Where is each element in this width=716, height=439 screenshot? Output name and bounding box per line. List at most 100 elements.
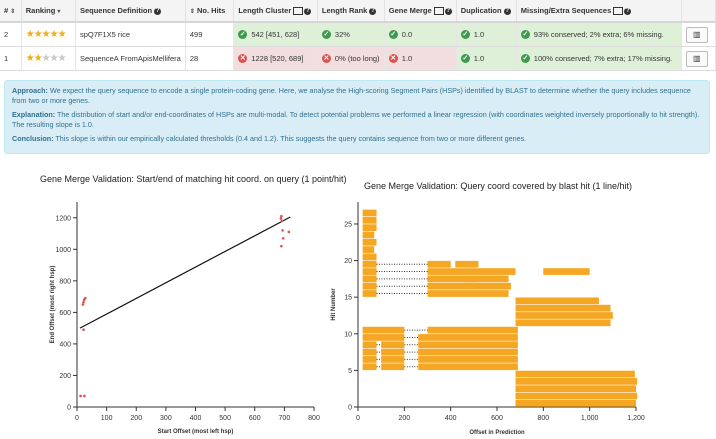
info-icon[interactable]: ?: [444, 7, 452, 15]
y-tick-label: 15: [344, 295, 352, 302]
x-tick-label: 0: [75, 415, 79, 422]
scatter-chart-title: Gene Merge Validation: Start/end of matc…: [40, 174, 347, 184]
col-header-num[interactable]: # ⇕: [0, 0, 22, 23]
hit-segment: [362, 216, 377, 224]
hit-segment: [362, 209, 377, 217]
x-tick-label: 800: [308, 415, 320, 422]
chart-icon[interactable]: [433, 7, 444, 15]
hit-segment: [543, 268, 590, 275]
hit-segment: [362, 348, 377, 356]
col-header-missing[interactable]: Missing/Extra Sequences ?: [516, 0, 682, 23]
hit-segment: [418, 348, 518, 356]
data-point: [83, 296, 87, 300]
length-rank-cell[interactable]: ✕ 0% (too long): [317, 46, 385, 71]
seq-definition: spQ7F1X5 rice: [75, 22, 186, 47]
chart-icon[interactable]: [293, 7, 304, 15]
y-tick-label: 200: [59, 373, 71, 380]
check-icon: ✓: [388, 30, 398, 40]
x-axis-label: Offset in Prediction: [469, 430, 525, 436]
table-row[interactable]: 2 ★★★★★ spQ7F1X5 rice 499 ✓ 542 [451, 628…: [0, 22, 716, 47]
length-cluster-cell[interactable]: ✓ 542 [451, 628]: [233, 22, 318, 47]
x-tick-label: 1,200: [627, 415, 645, 422]
col-header-dup[interactable]: Duplication ?: [456, 0, 517, 23]
hit-segment: [418, 341, 518, 349]
chart-icon[interactable]: [613, 7, 624, 15]
sort-icon[interactable]: ⇕: [189, 9, 195, 15]
hit-segment: [515, 304, 611, 312]
check-icon: ✓: [321, 30, 331, 40]
hit-segment: [381, 341, 405, 349]
table-header-row: # ⇕ Ranking ▾ Sequence Definition ? ⇕ No…: [0, 0, 716, 23]
hit-segment: [362, 356, 377, 363]
check-icon: ✓: [520, 54, 530, 64]
check-icon: ✓: [460, 54, 470, 64]
info-icon[interactable]: ?: [154, 7, 162, 15]
info-icon[interactable]: ?: [304, 7, 312, 15]
seq-definition: SequenceA FromApisMellifera: [75, 46, 186, 71]
num-hits: 499: [185, 22, 235, 47]
hits-chart: 0 200 400 600 800 1,000 1,200 0 5 10 15 20 25 Offset …: [331, 202, 645, 436]
col-header-genemerge[interactable]: Gene Merge ?: [384, 0, 457, 23]
length-cluster-cell[interactable]: ✕ 1228 [520, 689]: [233, 46, 318, 71]
col-header-lenclust[interactable]: Length Cluster ?: [233, 0, 318, 23]
hit-segment: [362, 231, 375, 239]
hit-segment: [464, 275, 477, 283]
data-point: [280, 244, 283, 248]
hit-segment: [427, 326, 518, 334]
hit-segment: [362, 253, 377, 261]
hit-segment: [427, 268, 516, 275]
conclusion-paragraph: Conclusion: This slope is within our emp…: [12, 134, 527, 143]
col-header-seqdef[interactable]: Sequence Definition ?: [75, 0, 186, 23]
y-tick-label: 600: [59, 310, 71, 317]
sort-icon[interactable]: ⇕: [10, 9, 16, 15]
hit-segment: [515, 392, 638, 400]
duplication-cell[interactable]: ✓ 1.0: [456, 22, 517, 47]
show-plots-button[interactable]: ▥: [685, 26, 708, 43]
y-tick-label: 800: [59, 278, 71, 285]
col-header-lenrank[interactable]: Length Rank ?: [317, 0, 385, 23]
info-icon[interactable]: ?: [624, 7, 632, 15]
length-rank-cell[interactable]: ✓ 32%: [317, 22, 385, 47]
hit-segment: [362, 275, 377, 283]
y-tick-label: 0: [348, 405, 352, 412]
col-header-nhits[interactable]: ⇕ No. Hits: [185, 0, 235, 23]
gene-merge-cell[interactable]: ✓ 0.0: [384, 22, 457, 47]
x-tick-label: 200: [130, 415, 142, 422]
missing-extra-cell[interactable]: ✓ 100% conserved; 7% extra; 17% missing.: [516, 46, 682, 71]
y-tick-label: 25: [344, 221, 352, 228]
star-rating-icon: ★★★★★: [25, 53, 67, 64]
hit-segment: [362, 238, 377, 246]
data-point: [280, 219, 284, 223]
ranking-stars: ★★★★★: [21, 46, 76, 71]
hit-segment: [362, 290, 377, 297]
explanation-box: Approach: We expect the query sequence t…: [4, 80, 710, 154]
y-tick-label: 10: [344, 331, 352, 338]
hit-segment: [362, 282, 377, 290]
hit-segment: [362, 341, 377, 349]
x-tick-label: 0: [356, 415, 360, 422]
hit-segment: [381, 356, 405, 363]
x-tick-label: 300: [160, 415, 172, 422]
hit-segment: [418, 356, 518, 363]
plot-cell: ▥: [681, 22, 716, 47]
x-axis-label: Start Offset (most left hsp): [158, 429, 234, 435]
hit-segment: [427, 282, 511, 290]
duplication-cell[interactable]: ✓ 1.0: [456, 46, 517, 71]
table-row[interactable]: 1 ★★★★★ SequenceA FromApisMellifera 28 ✕…: [0, 46, 716, 71]
info-icon[interactable]: ?: [369, 7, 377, 15]
regression-line: [79, 216, 291, 329]
hit-segment: [362, 326, 405, 334]
gene-merge-cell[interactable]: ✕ 1.0: [384, 46, 457, 71]
x-tick-label: 800: [537, 415, 549, 422]
info-icon[interactable]: ?: [503, 7, 511, 15]
num-hits: 28: [185, 46, 235, 71]
missing-extra-cell[interactable]: ✓ 93% conserved; 2% extra; 6% missing.: [516, 22, 682, 47]
y-tick-label: 400: [59, 341, 71, 348]
sort-down-icon[interactable]: ▾: [57, 9, 61, 15]
data-point: [82, 328, 85, 332]
col-header-ranking[interactable]: Ranking ▾: [21, 0, 76, 23]
x-tick-label: 100: [101, 415, 113, 422]
approach-paragraph: Approach: We expect the query sequence t…: [12, 86, 691, 105]
hit-segment: [381, 363, 405, 371]
show-plots-button[interactable]: ▥: [685, 50, 708, 67]
